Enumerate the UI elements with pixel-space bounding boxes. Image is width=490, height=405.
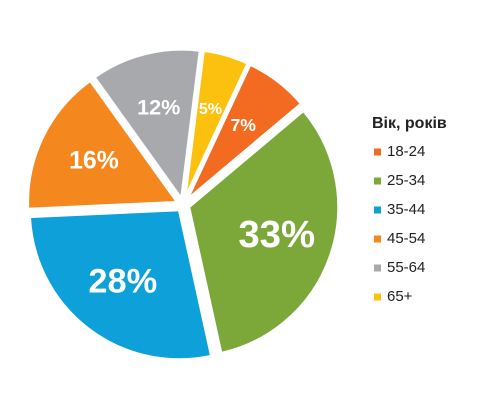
legend-swatch — [374, 235, 381, 243]
slice-label: 28% — [88, 263, 157, 301]
slice-label: 12% — [137, 95, 180, 120]
legend-title: Вік, років — [372, 115, 447, 132]
slice-label: 33% — [238, 213, 315, 256]
legend-swatch — [374, 293, 381, 301]
legend-label: 25-34 — [387, 172, 425, 189]
pie-slice — [92, 47, 202, 204]
legend-label: 18-24 — [387, 143, 425, 160]
legend-swatch — [374, 206, 381, 214]
legend-swatch — [374, 148, 381, 156]
slice-label: 7% — [231, 115, 257, 135]
pie-slice — [185, 62, 304, 202]
slice-label: 16% — [69, 147, 119, 174]
legend-label: 65+ — [387, 288, 413, 305]
pie-slice — [26, 78, 181, 211]
pie-slice — [183, 48, 251, 200]
legend-swatch — [374, 264, 381, 272]
legend-label: 45-54 — [387, 230, 425, 247]
legend-label: 35-44 — [387, 201, 425, 218]
legend-label: 55-64 — [387, 259, 425, 276]
pie-slice — [27, 208, 214, 362]
slice-label: 5% — [199, 101, 222, 118]
pie-slice — [187, 108, 341, 356]
legend-swatch — [374, 177, 381, 185]
